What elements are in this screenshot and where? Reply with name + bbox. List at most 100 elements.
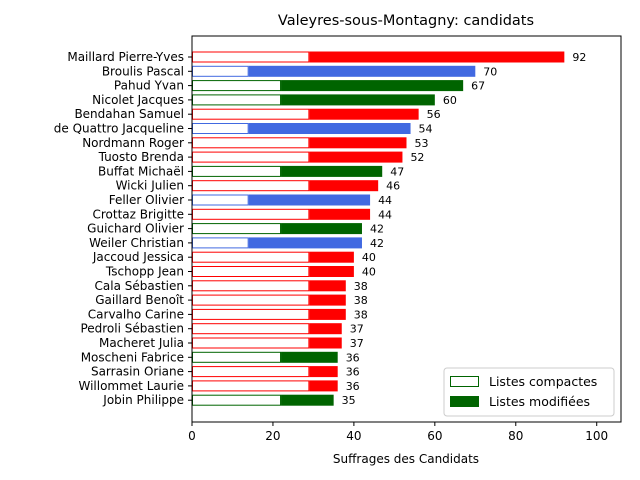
bar-compact bbox=[192, 180, 310, 192]
bar-compact bbox=[192, 123, 249, 134]
value-label: 36 bbox=[346, 366, 360, 379]
bar-modified bbox=[309, 108, 419, 120]
bar-modified bbox=[309, 151, 403, 163]
x-tick-label: 20 bbox=[265, 429, 280, 443]
value-label: 37 bbox=[350, 323, 364, 336]
y-tick-label: de Quattro Jacqueline bbox=[54, 122, 184, 136]
bar-compact bbox=[192, 51, 310, 63]
labels-layer: 92 Maillard Pierre-Yves 70 Broulis Pascal 67… bbox=[54, 50, 608, 443]
bar-compact bbox=[192, 266, 310, 277]
bar-modified bbox=[309, 294, 346, 306]
y-tick-label: Jaccoud Jessica bbox=[92, 250, 184, 264]
x-axis-label: Suffrages des Candidats bbox=[333, 452, 479, 466]
value-label: 38 bbox=[354, 280, 368, 293]
bar-compact bbox=[192, 351, 282, 363]
bar-compact bbox=[192, 165, 282, 177]
value-label: 52 bbox=[410, 151, 424, 164]
y-tick-label: Weiler Christian bbox=[89, 236, 184, 250]
bar-modified bbox=[309, 266, 354, 277]
y-tick-label: Guichard Olivier bbox=[87, 222, 184, 236]
value-label: 70 bbox=[483, 65, 497, 78]
chart-title: Valeyres-sous-Montagny: candidats bbox=[278, 13, 534, 29]
y-tick-label: Macheret Julia bbox=[99, 336, 184, 350]
bar-modified bbox=[309, 51, 565, 63]
value-label: 44 bbox=[378, 194, 392, 207]
value-label: 36 bbox=[346, 351, 360, 364]
bar-compact bbox=[192, 194, 249, 206]
bar-compact bbox=[192, 94, 282, 106]
y-tick-label: Buffat Michaël bbox=[98, 164, 184, 178]
bar-compact bbox=[192, 65, 249, 77]
x-tick-label: 60 bbox=[427, 429, 442, 443]
value-label: 42 bbox=[370, 237, 384, 250]
y-tick-label: Tschopp Jean bbox=[105, 265, 184, 279]
bar-modified bbox=[281, 223, 362, 235]
bar-compact bbox=[192, 251, 310, 263]
bar-compact bbox=[192, 294, 310, 306]
bar-compact bbox=[192, 151, 310, 163]
value-label: 37 bbox=[350, 337, 364, 350]
bar-modified bbox=[281, 165, 383, 177]
bar-compact bbox=[192, 323, 310, 335]
value-label: 42 bbox=[370, 223, 384, 236]
value-label: 47 bbox=[390, 165, 404, 178]
x-tick-label: 100 bbox=[585, 429, 608, 443]
legend-label: Listes compactes bbox=[489, 374, 597, 389]
bar-compact bbox=[192, 223, 282, 235]
bar-compact bbox=[192, 108, 310, 120]
bar-modified bbox=[281, 94, 435, 106]
bar-modified bbox=[248, 123, 411, 134]
y-tick-label: Sarrasin Oriane bbox=[91, 365, 184, 379]
bar-modified bbox=[309, 337, 342, 349]
bar-compact bbox=[192, 80, 282, 92]
legend-swatch-modified bbox=[450, 396, 479, 407]
legend-swatch-compact bbox=[450, 376, 479, 387]
bar-modified bbox=[309, 137, 407, 149]
value-label: 38 bbox=[354, 308, 368, 321]
bar-compact bbox=[192, 237, 249, 249]
bar-modified bbox=[309, 280, 346, 292]
bar-modified bbox=[309, 380, 338, 392]
bar-compact bbox=[192, 380, 310, 392]
legend-box bbox=[443, 367, 615, 417]
value-label: 44 bbox=[378, 208, 392, 221]
bar-modified bbox=[281, 351, 338, 363]
bar-compact bbox=[192, 366, 310, 378]
y-tick-label: Jobin Philippe bbox=[102, 393, 184, 407]
y-tick-label: Crottaz Brigitte bbox=[92, 207, 184, 221]
bar-modified bbox=[309, 308, 346, 320]
x-tick-label: 80 bbox=[508, 429, 523, 443]
bar-modified bbox=[281, 394, 334, 406]
value-label: 54 bbox=[419, 123, 433, 136]
y-tick-label: Carvalho Carine bbox=[88, 307, 184, 321]
bar-compact bbox=[192, 137, 310, 149]
y-tick-label: Willommet Laurie bbox=[78, 379, 184, 393]
value-label: 56 bbox=[427, 108, 441, 121]
bar-compact bbox=[192, 280, 310, 292]
bar-modified bbox=[309, 180, 379, 192]
value-label: 38 bbox=[354, 294, 368, 307]
y-tick-label: Tuosto Brenda bbox=[98, 150, 184, 164]
plot-frame bbox=[191, 35, 622, 423]
y-tick-label: Pahud Yvan bbox=[114, 79, 184, 93]
y-tick-label: Broulis Pascal bbox=[102, 64, 184, 78]
bar-modified bbox=[309, 251, 354, 263]
bar-modified bbox=[248, 65, 476, 77]
value-label: 40 bbox=[362, 266, 376, 279]
bar-compact bbox=[192, 208, 310, 220]
y-tick-label: Nicolet Jacques bbox=[92, 93, 184, 107]
bar-modified bbox=[248, 194, 371, 206]
y-tick-label: Moscheni Fabrice bbox=[81, 350, 184, 364]
value-label: 60 bbox=[443, 94, 457, 107]
value-label: 67 bbox=[471, 80, 485, 93]
bar-modified bbox=[248, 237, 362, 249]
y-tick-label: Cala Sébastien bbox=[95, 279, 184, 293]
value-label: 36 bbox=[346, 380, 360, 393]
y-tick-label: Feller Olivier bbox=[109, 193, 184, 207]
y-tick-label: Pedroli Sébastien bbox=[80, 322, 184, 336]
bar-modified bbox=[281, 80, 464, 92]
bar-modified bbox=[309, 323, 342, 335]
value-label: 46 bbox=[386, 180, 400, 193]
y-tick-label: Wicki Julien bbox=[116, 179, 184, 193]
